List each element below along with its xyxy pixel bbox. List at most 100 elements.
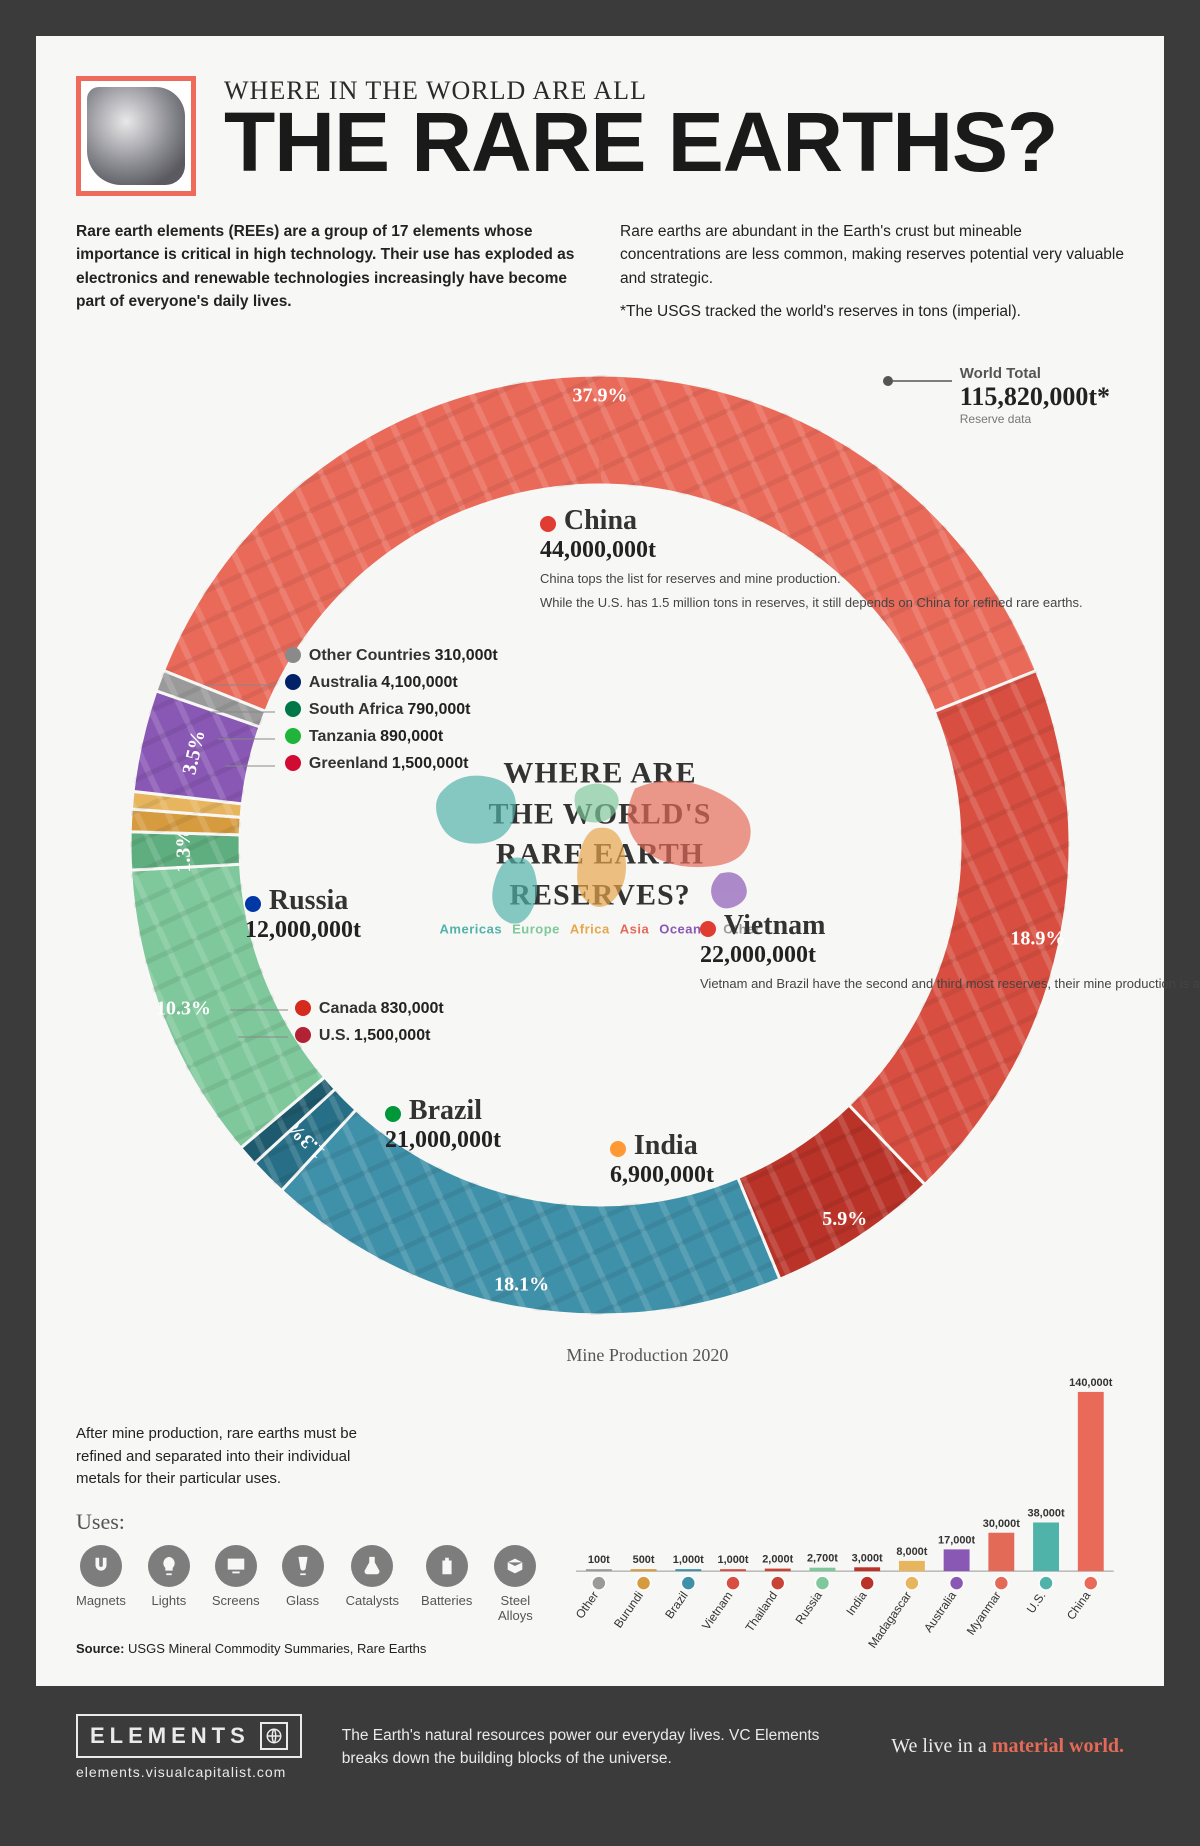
- svg-text:Australia: Australia: [921, 1588, 959, 1634]
- label-vietnam: Vietnam 22,000,000t Vietnam and Brazil h…: [700, 910, 940, 993]
- bottom-row: After mine production, rare earths must …: [76, 1345, 1124, 1656]
- label-other: Other Countries 310,000t: [285, 647, 498, 665]
- svg-text:U.S.: U.S.: [1024, 1589, 1049, 1616]
- bar-china: [1078, 1392, 1104, 1571]
- svg-text:1,000t: 1,000t: [673, 1554, 704, 1566]
- svg-text:5.9%: 5.9%: [822, 1208, 867, 1230]
- svg-text:Russia: Russia: [793, 1588, 826, 1626]
- legend-item: Europe: [512, 922, 560, 937]
- uses-label: Uses:: [76, 1509, 536, 1535]
- svg-text:18.1%: 18.1%: [494, 1274, 549, 1296]
- magnets-icon: [80, 1545, 122, 1587]
- intro-columns: Rare earth elements (REEs) are a group o…: [76, 220, 1124, 333]
- elements-logo: ELEMENTS: [76, 1714, 302, 1758]
- footer-brand-block: ELEMENTS elements.visualcapitalist.com: [76, 1714, 302, 1780]
- title-block: WHERE IN THE WORLD ARE ALL THE RARE EART…: [224, 76, 1124, 184]
- footer: ELEMENTS elements.visualcapitalist.com T…: [36, 1686, 1164, 1808]
- flag-icon: [285, 755, 301, 771]
- use-item: Screens: [212, 1545, 260, 1623]
- bottom-left: After mine production, rare earths must …: [76, 1423, 536, 1656]
- screens-icon: [215, 1545, 257, 1587]
- label-australia: Australia 4,100,000t: [285, 674, 458, 692]
- svg-text:500t: 500t: [633, 1554, 655, 1566]
- svg-text:2,700t: 2,700t: [807, 1553, 838, 1565]
- outer-frame: WHERE IN THE WORLD ARE ALL THE RARE EART…: [0, 0, 1200, 1844]
- world-total-sub: Reserve data: [960, 412, 1110, 426]
- label-canada: Canada 830,000t: [295, 1000, 444, 1018]
- catalysts-icon: [351, 1545, 393, 1587]
- footer-url: elements.visualcapitalist.com: [76, 1764, 302, 1780]
- svg-text:3,000t: 3,000t: [852, 1552, 883, 1564]
- svg-text:10.3%: 10.3%: [156, 998, 211, 1020]
- flag-icon: [540, 516, 556, 532]
- label-us: U.S. 1,500,000t: [295, 1027, 430, 1045]
- svg-text:8,000t: 8,000t: [897, 1546, 928, 1558]
- bar-myanmar: [989, 1533, 1015, 1571]
- globe-icon: [260, 1722, 288, 1750]
- svg-text:India: India: [844, 1588, 871, 1618]
- bar-burundi: [631, 1569, 657, 1571]
- label-india: India 6,900,000t: [610, 1130, 714, 1189]
- world-total-label: World Total: [960, 365, 1110, 382]
- header: WHERE IN THE WORLD ARE ALL THE RARE EART…: [76, 76, 1124, 196]
- use-item: SteelAlloys: [494, 1545, 536, 1623]
- infographic-page: WHERE IN THE WORLD ARE ALL THE RARE EART…: [36, 36, 1164, 1686]
- legend-item: Asia: [620, 922, 649, 937]
- svg-text:Myanmar: Myanmar: [964, 1589, 1004, 1638]
- svg-text:140,000t: 140,000t: [1070, 1377, 1114, 1389]
- label-brazil: Brazil 21,000,000t: [385, 1095, 501, 1154]
- intro-right: Rare earths are abundant in the Earth's …: [620, 220, 1124, 333]
- flag-icon: [700, 921, 716, 937]
- svg-text:Other: Other: [573, 1589, 602, 1622]
- glass-icon: [282, 1545, 324, 1587]
- bar-madagascar: [899, 1561, 925, 1571]
- flag-icon: [295, 1027, 311, 1043]
- flag-icon: [285, 701, 301, 717]
- intro-right-p1: Rare earths are abundant in the Earth's …: [620, 220, 1124, 290]
- after-mine-text: After mine production, rare earths must …: [76, 1423, 376, 1491]
- svg-text:100t: 100t: [588, 1554, 610, 1566]
- svg-text:37.9%: 37.9%: [573, 385, 628, 407]
- svg-text:Thailand: Thailand: [743, 1589, 781, 1635]
- bar-russia: [810, 1568, 836, 1571]
- svg-text:2,000t: 2,000t: [763, 1554, 794, 1566]
- svg-text:30,000t: 30,000t: [983, 1518, 1020, 1530]
- svg-text:17,000t: 17,000t: [938, 1534, 975, 1546]
- bar-australia: [944, 1549, 970, 1571]
- bar-chart-svg: 100tOther500tBurundi1,000tBrazil1,000tVi…: [566, 1372, 1124, 1651]
- mineral-icon: [87, 87, 185, 185]
- use-item: Magnets: [76, 1545, 126, 1623]
- label-china: China 44,000,000t China tops the list fo…: [540, 505, 780, 612]
- footer-tagline: We live in a material world.: [891, 1735, 1124, 1758]
- intro-right-p2: *The USGS tracked the world's reserves i…: [620, 300, 1124, 323]
- svg-text:China: China: [1064, 1588, 1094, 1622]
- world-total-value: 115,820,000t*: [960, 382, 1110, 412]
- svg-text:Madagascar: Madagascar: [866, 1589, 915, 1651]
- bar-other: [586, 1569, 612, 1571]
- flag-icon: [285, 674, 301, 690]
- flag-icon: [285, 647, 301, 663]
- label-south-africa: South Africa 790,000t: [285, 701, 470, 719]
- use-item: Lights: [148, 1545, 190, 1623]
- intro-left: Rare earth elements (REEs) are a group o…: [76, 220, 580, 333]
- label-tanzania: Tanzania 890,000t: [285, 728, 443, 746]
- svg-text:Burundi: Burundi: [611, 1589, 646, 1631]
- main-title: THE RARE EARTHS?: [224, 100, 1124, 184]
- bar-india: [855, 1567, 881, 1571]
- flag-icon: [295, 1000, 311, 1016]
- use-item: Catalysts: [346, 1545, 399, 1623]
- label-russia: Russia 12,000,000t: [245, 885, 361, 944]
- intro-left-text: Rare earth elements (REEs) are a group o…: [76, 220, 580, 313]
- donut-chart: 37.9%18.9%5.9%18.1%1.3%10.3%1.3%3.5% Wor…: [110, 355, 1090, 1335]
- footer-mid-text: The Earth's natural resources power our …: [342, 1724, 851, 1771]
- source-line: Source: USGS Mineral Commodity Summaries…: [76, 1641, 536, 1656]
- svg-text:38,000t: 38,000t: [1028, 1508, 1065, 1520]
- batteries-icon: [426, 1545, 468, 1587]
- bar-vietnam: [720, 1569, 746, 1571]
- bar-chart-title: Mine Production 2020: [566, 1345, 1124, 1366]
- use-item: Glass: [282, 1545, 324, 1623]
- legend-item: Africa: [570, 922, 610, 937]
- bar-u.s.: [1033, 1523, 1059, 1572]
- flag-icon: [385, 1106, 401, 1122]
- flag-icon: [285, 728, 301, 744]
